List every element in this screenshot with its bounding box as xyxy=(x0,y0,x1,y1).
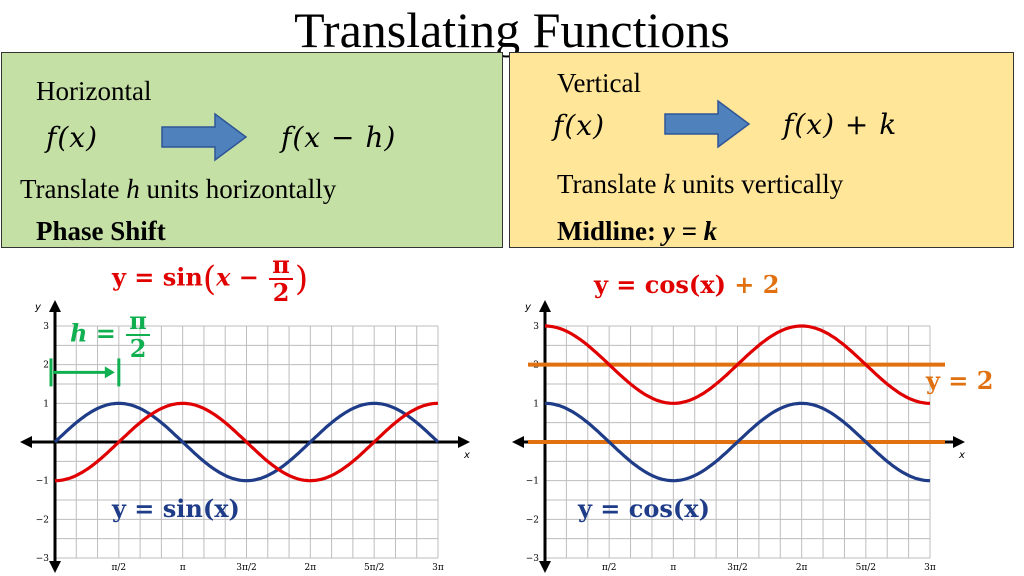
page-title: Translating Functions xyxy=(294,2,730,58)
y-axis-label: y xyxy=(524,302,532,313)
x-axis-label: x xyxy=(958,450,965,461)
horizontal-to: f(x − h) xyxy=(281,121,397,154)
x-tick-label: π/2 xyxy=(111,563,126,573)
x-tick-label: π/2 xyxy=(602,563,617,573)
horizontal-arrow-icon xyxy=(161,112,248,162)
midline-label: Midline: y = k xyxy=(557,216,718,246)
series-line xyxy=(53,401,440,483)
horizontal-label: Horizontal xyxy=(36,76,152,106)
midline-y2-label: y = 2 xyxy=(926,366,994,395)
vertical-arrow-icon xyxy=(664,99,751,149)
vertical-from: f(x) xyxy=(553,109,606,142)
x-tick-label: 3π/2 xyxy=(236,563,256,573)
vertical-to: f(x) + k xyxy=(783,108,898,141)
y-tick-label: −3 xyxy=(36,554,50,564)
y-tick-label: 1 xyxy=(43,399,49,409)
y-axis-arrow-up xyxy=(539,300,551,312)
y-tick-label: −3 xyxy=(526,554,540,564)
right-red-equation: y = cos(x) + 2 xyxy=(594,270,780,299)
x-tick-label: π xyxy=(670,563,676,573)
x-axis-arrow-left xyxy=(512,436,524,448)
y-tick-label: −2 xyxy=(36,515,49,525)
left-red-equation: y = sin(x − π 2) xyxy=(112,250,309,307)
series-line xyxy=(54,401,439,483)
y-tick-label: 1 xyxy=(533,399,539,409)
series-line xyxy=(545,324,930,405)
left-blue-equation: y = sin(x) xyxy=(112,494,240,523)
x-tick-label: 5π/2 xyxy=(856,563,876,573)
horizontal-panel xyxy=(1,52,503,248)
h-shift-arrowhead xyxy=(104,366,115,379)
y-tick-label: 3 xyxy=(533,322,539,332)
horizontal-from: f(x) xyxy=(46,121,99,154)
x-tick-label: 2π xyxy=(796,563,808,573)
x-tick-label: π xyxy=(180,563,186,573)
phase-shift-label: Phase Shift xyxy=(36,216,166,246)
x-axis-arrow-right xyxy=(953,436,965,448)
x-axis-arrow-left xyxy=(20,436,32,448)
vertical-desc: Translate k units vertically xyxy=(557,169,844,199)
y-tick-label: −1 xyxy=(36,477,49,487)
x-axis-arrow-right xyxy=(458,436,470,448)
x-tick-label: 3π xyxy=(432,563,444,573)
x-axis-label: x xyxy=(463,450,470,461)
vertical-panel xyxy=(509,52,1014,248)
y-axis-arrow-down xyxy=(49,561,61,573)
series-line xyxy=(544,401,931,483)
x-tick-label: 3π/2 xyxy=(727,563,747,573)
y-axis-arrow-up xyxy=(49,300,61,312)
x-tick-label: 2π xyxy=(305,563,317,573)
y-axis-arrow-down xyxy=(539,561,551,573)
y-tick-label: 2 xyxy=(43,361,49,371)
x-tick-label: 3π xyxy=(924,563,936,573)
y-tick-label: 3 xyxy=(43,322,49,332)
right-blue-equation: y = cos(x) xyxy=(578,494,710,523)
y-tick-label: −2 xyxy=(526,515,539,525)
horizontal-desc: Translate h units horizontally xyxy=(20,174,337,204)
x-tick-label: 5π/2 xyxy=(364,563,384,573)
y-axis-label: y xyxy=(34,302,42,313)
y-tick-label: −1 xyxy=(526,477,539,487)
vertical-label: Vertical xyxy=(557,68,641,98)
